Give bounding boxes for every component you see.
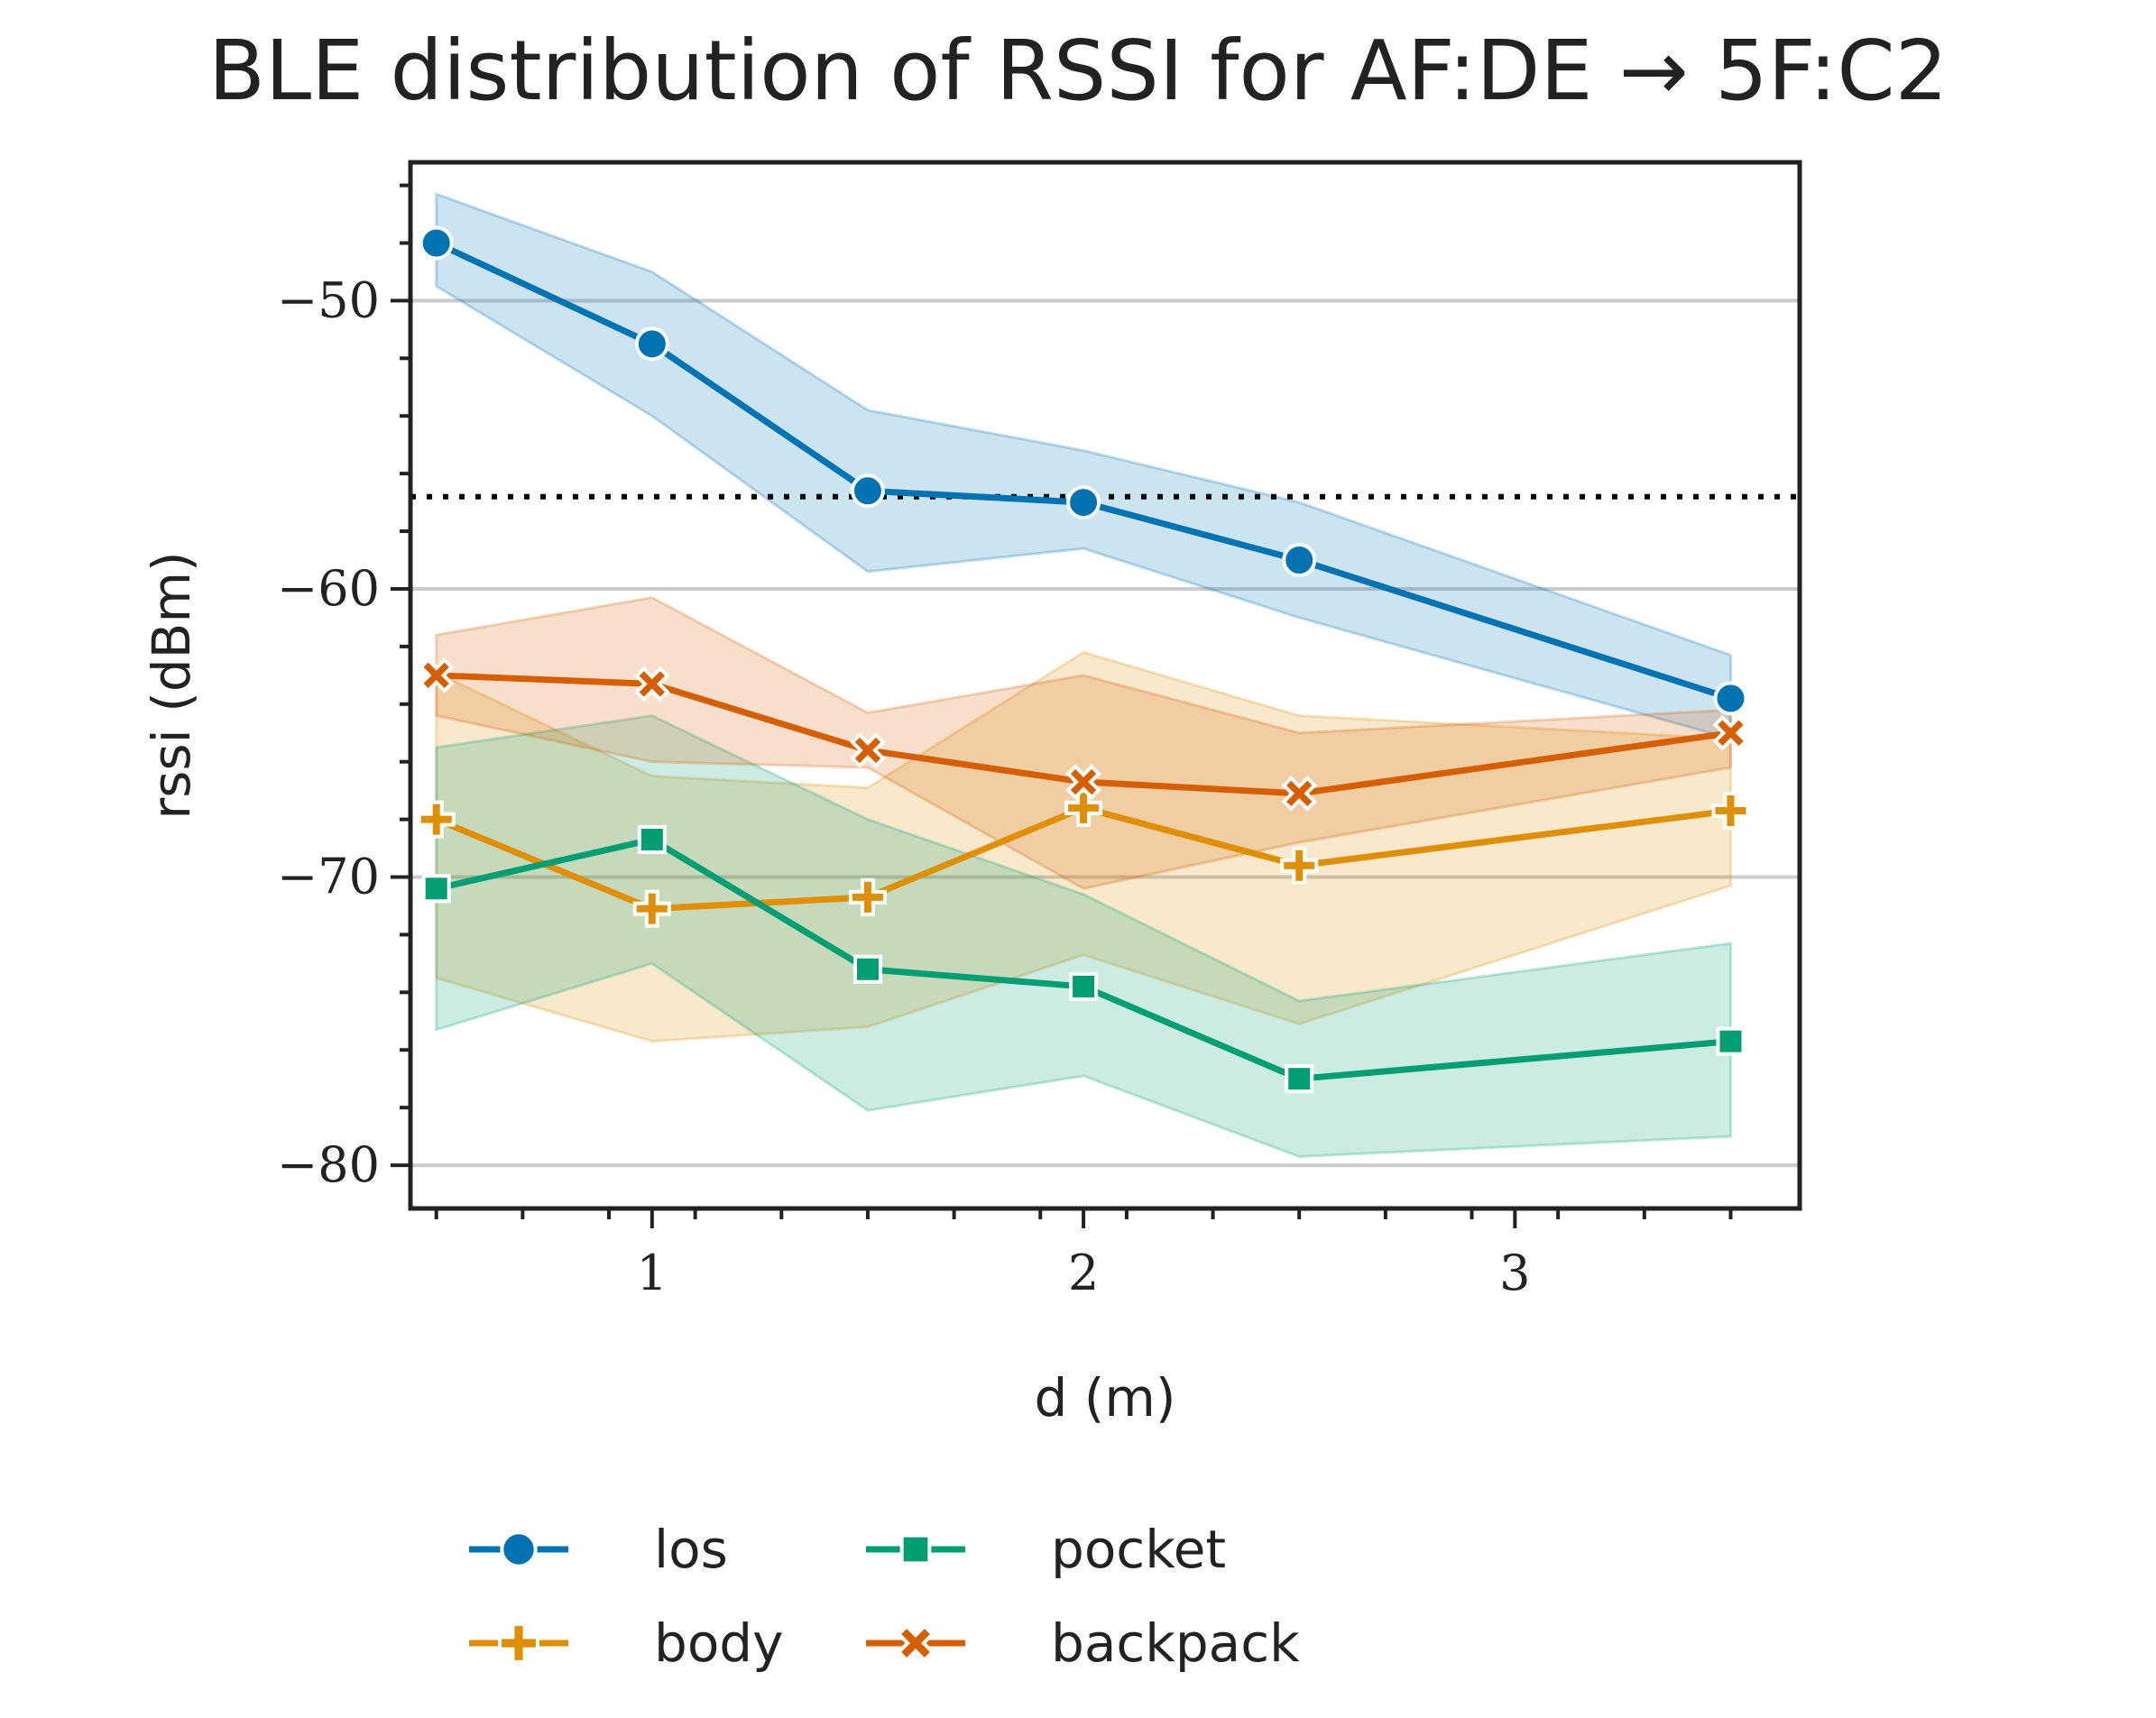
legend-label: backpack xyxy=(1051,1612,1300,1674)
point-pocket xyxy=(637,824,667,854)
legend-label: los xyxy=(654,1519,728,1580)
y-tick-label: −80 xyxy=(277,1136,380,1193)
y-axis: −80 −70 −60 −50 xyxy=(277,183,410,1193)
x-axis: 1 2 3 xyxy=(434,1208,1733,1301)
point-los xyxy=(1713,681,1748,716)
point-los xyxy=(634,326,669,362)
legend-marker xyxy=(498,1622,539,1664)
band-backpack xyxy=(435,595,1732,890)
legend-item-backpack: backpack xyxy=(866,1612,1300,1674)
line-pocket xyxy=(435,836,1731,1082)
legend-marker xyxy=(500,1530,538,1568)
point-body xyxy=(1280,846,1319,885)
x-axis-label: d (m) xyxy=(1034,1367,1175,1429)
legend-label: body xyxy=(654,1612,783,1674)
point-backpack xyxy=(633,666,670,703)
point-body xyxy=(848,877,887,916)
plot-frame xyxy=(408,160,1802,1211)
point-pocket xyxy=(1285,1064,1314,1094)
legend-label: pocket xyxy=(1051,1519,1226,1580)
band-pocket xyxy=(435,714,1732,1158)
point-backpack xyxy=(1065,764,1101,800)
band-body xyxy=(435,650,1732,1043)
point-backpack xyxy=(1281,776,1318,812)
series-markers xyxy=(417,225,1750,1094)
point-los xyxy=(419,225,454,261)
y-axis-label: rssi (dBm) xyxy=(141,551,202,819)
y-tick-label: −50 xyxy=(277,271,380,328)
point-backpack xyxy=(418,657,455,694)
line-body xyxy=(435,804,1731,913)
point-body xyxy=(417,800,456,839)
legend-marker xyxy=(896,1623,935,1663)
legend-item-pocket: pocket xyxy=(866,1519,1226,1580)
x-tick-label: 3 xyxy=(1499,1245,1530,1301)
confidence-bands xyxy=(435,192,1732,1158)
point-pocket xyxy=(421,874,451,904)
line-backpack xyxy=(436,672,1731,797)
point-body xyxy=(1064,788,1103,827)
legend-item-los: los xyxy=(469,1519,728,1580)
legend-marker xyxy=(899,1533,932,1566)
point-los xyxy=(1282,542,1317,577)
point-pocket xyxy=(852,954,882,984)
point-pocket xyxy=(1716,1026,1746,1056)
chart-title: BLE distribution of RSSI for AF:DE → 5F:… xyxy=(208,23,1948,119)
y-tick-label: −70 xyxy=(277,849,380,905)
point-los xyxy=(1066,485,1101,520)
point-pocket xyxy=(1069,971,1099,1001)
grid-lines xyxy=(410,299,1800,1168)
point-backpack xyxy=(1712,714,1749,751)
point-los xyxy=(850,473,885,509)
series-lines xyxy=(435,240,1732,1082)
legend: los body pocket backpack xyxy=(469,1519,1300,1674)
point-body xyxy=(1711,792,1750,831)
y-tick-label: −60 xyxy=(277,560,380,617)
line-los xyxy=(435,240,1732,702)
x-tick-label: 1 xyxy=(637,1245,668,1301)
x-tick-label: 2 xyxy=(1068,1245,1099,1301)
point-body xyxy=(632,889,671,928)
point-backpack xyxy=(850,732,886,768)
legend-item-body: body xyxy=(469,1612,783,1674)
